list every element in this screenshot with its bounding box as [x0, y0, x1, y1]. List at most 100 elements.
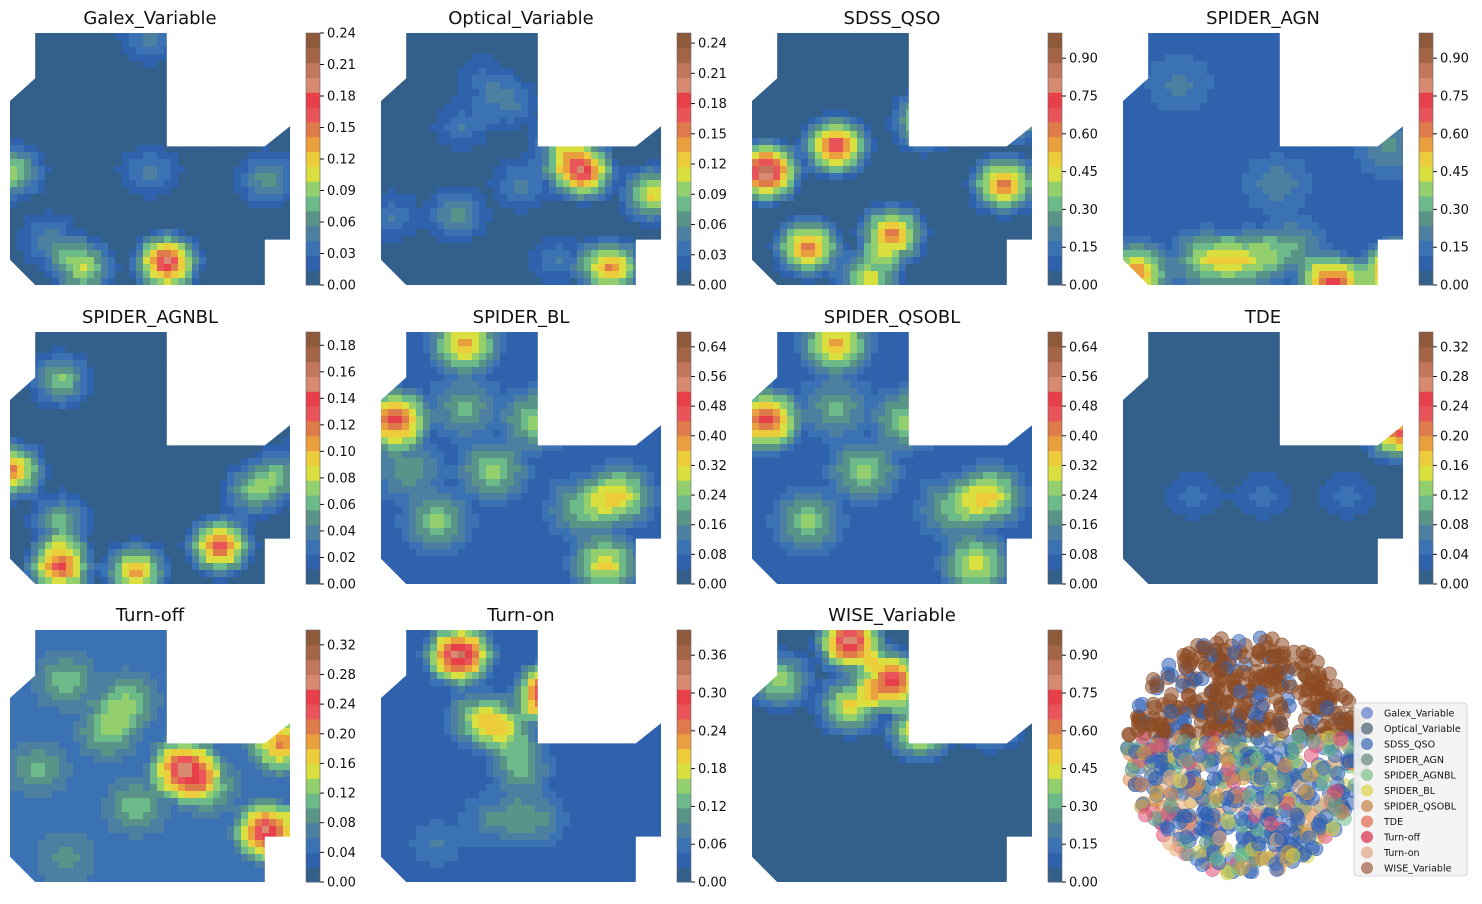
- contour-cell: [759, 194, 767, 202]
- contour-cell: [626, 257, 634, 265]
- contour-cell: [465, 103, 473, 111]
- contour-cell: [1354, 110, 1362, 118]
- contour-cell: [255, 180, 263, 188]
- contour-cell: [150, 187, 158, 195]
- contour-cell: [283, 229, 291, 237]
- contour-cell: [780, 110, 788, 118]
- contour-cell: [24, 68, 32, 76]
- contour-cell: [199, 187, 207, 195]
- contour-cell: [479, 187, 487, 195]
- contour-cell: [801, 82, 809, 90]
- contour-cell: [269, 33, 277, 41]
- contour-cell: [633, 229, 641, 237]
- contour-cell: [759, 180, 767, 188]
- contour-cell: [409, 82, 417, 90]
- contour-cell: [619, 187, 627, 195]
- contour-cell: [920, 243, 928, 251]
- contour-cell: [493, 271, 501, 279]
- contour-cell: [948, 117, 956, 125]
- contour-cell: [934, 68, 942, 76]
- contour-cell: [752, 180, 760, 188]
- contour-cell: [1025, 33, 1033, 41]
- contour-cell: [1347, 68, 1355, 76]
- contour-cell: [591, 82, 599, 90]
- contour-cell: [906, 145, 914, 153]
- contour-cell: [38, 54, 46, 62]
- contour-cell: [619, 180, 627, 188]
- contour-cell: [276, 110, 284, 118]
- contour-cell: [1347, 124, 1355, 132]
- contour-cell: [472, 138, 480, 146]
- contour-cell: [598, 173, 606, 181]
- contour-cell: [10, 82, 18, 90]
- contour-cell: [248, 194, 256, 202]
- contour-cell: [143, 222, 151, 230]
- contour-cell: [192, 180, 200, 188]
- contour-cell: [759, 278, 767, 286]
- contour-cell: [556, 89, 564, 97]
- contour-cell: [192, 145, 200, 153]
- contour-cell: [150, 75, 158, 83]
- contour-cell: [955, 117, 963, 125]
- contour-cell: [878, 173, 886, 181]
- contour-cell: [780, 173, 788, 181]
- contour-cell: [1207, 40, 1215, 48]
- contour-cell: [241, 145, 249, 153]
- contour-cell: [1200, 96, 1208, 104]
- contour-cell: [80, 82, 88, 90]
- contour-cell: [990, 47, 998, 55]
- contour-cell: [899, 61, 907, 69]
- contour-cell: [878, 110, 886, 118]
- colorbar-segment: [1048, 92, 1062, 107]
- contour-cell: [38, 243, 46, 251]
- contour-cell: [507, 187, 515, 195]
- contour-cell: [1298, 68, 1306, 76]
- contour-cell: [430, 110, 438, 118]
- contour-cell: [1340, 82, 1348, 90]
- contour-cell: [45, 208, 53, 216]
- contour-cell: [759, 271, 767, 279]
- contour-cell: [577, 271, 585, 279]
- contour-cell: [59, 257, 67, 265]
- contour-cell: [780, 236, 788, 244]
- contour-cell: [283, 82, 291, 90]
- contour-cell: [213, 194, 221, 202]
- contour-cell: [423, 194, 431, 202]
- contour-cell: [892, 243, 900, 251]
- contour-cell: [115, 61, 123, 69]
- contour-cell: [864, 208, 872, 216]
- contour-cell: [598, 96, 606, 104]
- contour-cell: [549, 187, 557, 195]
- contour-cell: [108, 96, 116, 104]
- contour-cell: [500, 152, 508, 160]
- contour-cell: [87, 68, 95, 76]
- contour-cell: [150, 166, 158, 174]
- contour-cell: [241, 124, 249, 132]
- contour-cell: [934, 145, 942, 153]
- contour-cell: [794, 229, 802, 237]
- contour-cell: [479, 173, 487, 181]
- contour-cell: [752, 278, 760, 286]
- contour-cell: [780, 208, 788, 216]
- contour-cell: [388, 33, 396, 41]
- contour-cell: [1382, 89, 1390, 97]
- contour-cell: [1375, 47, 1383, 55]
- contour-cell: [395, 257, 403, 265]
- contour-cell: [528, 243, 536, 251]
- contour-cell: [843, 257, 851, 265]
- contour-cell: [1375, 33, 1383, 41]
- contour-cell: [94, 250, 102, 258]
- contour-cell: [892, 166, 900, 174]
- contour-cell: [262, 152, 270, 160]
- contour-cell: [451, 103, 459, 111]
- contour-cell: [570, 40, 578, 48]
- contour-cell: [766, 257, 774, 265]
- contour-cell: [507, 33, 515, 41]
- contour-cell: [878, 103, 886, 111]
- contour-cell: [66, 250, 74, 258]
- contour-cell: [1298, 54, 1306, 62]
- contour-cell: [276, 278, 284, 286]
- contour-cell: [612, 215, 620, 223]
- contour-cell: [1263, 117, 1271, 125]
- contour-cell: [556, 243, 564, 251]
